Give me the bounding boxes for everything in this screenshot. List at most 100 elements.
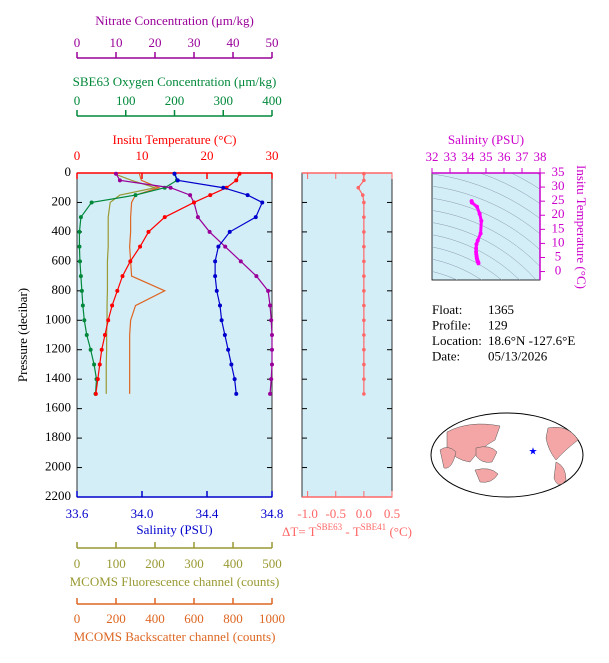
profile-point — [269, 318, 274, 323]
profile-line — [115, 173, 273, 394]
profile-point — [89, 200, 94, 205]
profile-point — [234, 391, 239, 396]
profile-point — [234, 178, 239, 183]
profile-point — [78, 274, 83, 279]
y-tick-label: 600 — [52, 252, 72, 267]
x-tick-label: 30 — [188, 35, 201, 50]
delta-point — [362, 215, 366, 219]
delta-point — [362, 244, 366, 249]
x-tick-label: 35 — [480, 149, 493, 164]
info-label: Date: — [432, 348, 460, 363]
profile-point — [208, 193, 213, 198]
profile-point — [227, 229, 232, 234]
x-tick-label: -0.5 — [325, 506, 346, 521]
delta-point — [362, 392, 366, 396]
x-tick-label: 200 — [145, 556, 165, 571]
x-axis-title: Salinity (PSU) — [448, 132, 524, 147]
profile-point — [213, 274, 218, 279]
info-label: Float: — [432, 302, 462, 317]
y-tick-label: 15 — [552, 220, 565, 235]
x-tick-label: 200 — [165, 93, 185, 108]
profile-point — [93, 391, 98, 396]
x-axis-title-part: SBE41 — [361, 522, 387, 532]
ts-point — [477, 211, 482, 216]
ts-point — [479, 218, 484, 223]
density-contour — [432, 246, 503, 280]
x-axis-title-part: SBE63 — [317, 522, 343, 532]
x-tick-label: 0 — [74, 148, 81, 163]
x-tick-label: 0 — [74, 35, 81, 50]
x-tick-label: 34.0 — [131, 506, 154, 521]
delta-point — [362, 362, 366, 367]
world-map: ★ — [430, 412, 584, 498]
x-tick-label: 800 — [223, 611, 243, 626]
y-tick-label: 400 — [52, 223, 72, 238]
profile-line — [173, 173, 264, 394]
y-axis-title: Pressure (decibar) — [15, 288, 30, 382]
x-tick-label: 10 — [136, 148, 149, 163]
profile-point — [214, 288, 219, 293]
x-tick-label: 0 — [74, 93, 81, 108]
x-tick-label: 34.8 — [261, 506, 284, 521]
x-axis-title: MCOMS Backscatter channel (counts) — [74, 629, 276, 644]
profile-point — [221, 185, 226, 190]
profile-point — [245, 193, 250, 198]
delta-point — [362, 230, 366, 234]
ts-point — [475, 204, 479, 209]
y-tick-label: 30 — [552, 178, 565, 193]
profile-point — [88, 347, 93, 352]
y-tick-label: 800 — [52, 282, 72, 297]
x-tick-label: 200 — [106, 611, 126, 626]
profile-point — [168, 185, 173, 190]
y-tick-label: 20 — [552, 206, 565, 221]
profile-line — [105, 173, 158, 394]
y-axis-title: Insitu Temperature (°C) — [574, 165, 589, 289]
profile-line — [95, 173, 241, 394]
x-axis-title-part: (°C) — [386, 524, 412, 539]
profile-point — [120, 274, 125, 279]
profile-point — [78, 215, 83, 220]
profile-point — [80, 303, 85, 308]
profile-point — [172, 171, 177, 176]
profile-point — [110, 303, 115, 308]
profile-point — [117, 178, 122, 183]
x-tick-label: 33.6 — [66, 506, 89, 521]
profile-point — [77, 259, 82, 264]
x-tick-label: 0 — [74, 611, 81, 626]
x-axis-title: MCOMS Fluorescence channel (counts) — [70, 574, 280, 589]
profile-point — [219, 318, 224, 323]
x-tick-label: 0 — [74, 556, 81, 571]
x-tick-label: 100 — [116, 93, 136, 108]
profile-point — [254, 274, 259, 279]
density-contour — [432, 234, 520, 280]
profile-point — [266, 288, 271, 293]
x-axis-title: ΔT= TSBE63 - TSBE41 (°C) — [282, 522, 412, 539]
delta-point — [362, 289, 366, 293]
y-tick-label: 35 — [552, 164, 565, 179]
x-tick-label: 33 — [444, 149, 457, 164]
profile-point — [146, 229, 151, 234]
x-tick-label: 100 — [106, 556, 126, 571]
profile-point — [77, 229, 82, 234]
x-tick-label: 300 — [184, 556, 204, 571]
delta-point — [362, 178, 366, 183]
y-tick-label: 200 — [52, 193, 72, 208]
x-tick-label: 300 — [214, 93, 234, 108]
x-tick-label: 36 — [498, 149, 512, 164]
y-tick-label: 1000 — [45, 311, 71, 326]
profile-point — [270, 347, 274, 352]
y-tick-label: 0 — [65, 164, 72, 179]
profile-point — [237, 171, 242, 176]
x-axis-title: Nitrate Concentration (μm/kg) — [95, 13, 254, 28]
profile-point — [216, 244, 221, 249]
y-tick-label: 25 — [552, 192, 565, 207]
profile-point — [92, 362, 97, 367]
x-axis-title: Insitu Temperature (°C) — [113, 132, 237, 147]
y-tick-label: 1600 — [45, 400, 71, 415]
profile-point — [253, 215, 258, 220]
profile-point — [270, 362, 274, 367]
info-label: Location: — [432, 333, 482, 348]
profile-point — [188, 193, 193, 198]
profile-point — [268, 303, 273, 308]
